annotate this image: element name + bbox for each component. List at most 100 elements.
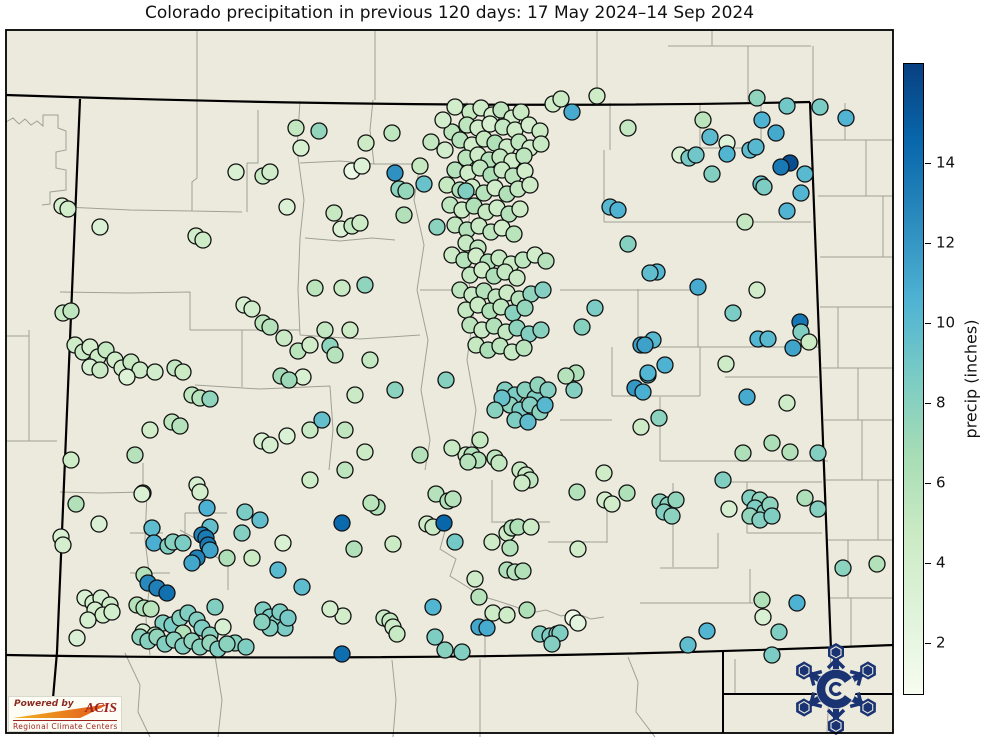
station-point — [459, 453, 477, 471]
station-point — [62, 302, 80, 320]
station-point — [388, 625, 406, 643]
colorbar-tick-label: 8 — [936, 393, 946, 412]
colorbar-axis-label: precip (inches) — [961, 319, 981, 439]
station-point — [588, 87, 606, 105]
station-point — [511, 200, 529, 218]
station-point — [386, 164, 404, 182]
station-point — [444, 490, 462, 508]
station-point — [301, 471, 319, 489]
station-point — [411, 157, 429, 175]
station-point — [67, 495, 85, 513]
colorbar-tick-mark — [925, 403, 931, 404]
station-point — [516, 299, 534, 317]
station-point — [505, 225, 523, 243]
station-point — [301, 421, 319, 439]
station-point — [446, 533, 464, 551]
station-point — [515, 147, 533, 165]
station-point — [198, 499, 216, 517]
station-point — [543, 635, 561, 653]
station-point — [446, 98, 464, 116]
station-point — [747, 138, 765, 156]
station-point — [539, 381, 557, 399]
station-point — [656, 356, 674, 374]
colorbar-tick-mark — [925, 483, 931, 484]
station-point — [724, 304, 742, 322]
station-point — [333, 279, 351, 297]
station-point — [687, 146, 705, 164]
station-point — [609, 201, 627, 219]
station-point — [486, 401, 504, 419]
station-point — [428, 218, 446, 236]
station-point — [834, 559, 852, 577]
station-point — [767, 124, 785, 142]
station-point — [519, 413, 537, 431]
station-point — [426, 628, 444, 646]
station-point — [274, 534, 292, 552]
colorbar-tick-label: 12 — [936, 233, 956, 252]
station-point — [294, 368, 312, 386]
station-point — [763, 507, 781, 525]
border-41n — [5, 93, 811, 106]
station-point — [54, 536, 72, 554]
station-point — [146, 363, 164, 381]
station-point — [306, 279, 324, 297]
station-point — [689, 278, 707, 296]
station-point — [759, 330, 777, 348]
station-point — [275, 329, 293, 347]
acis-powered-by-text: Powered by — [14, 699, 74, 709]
station-point — [641, 264, 659, 282]
station-point — [569, 614, 587, 632]
station-point — [383, 124, 401, 142]
station-point — [436, 641, 454, 659]
station-point — [261, 436, 279, 454]
colorbar-gradient — [903, 63, 924, 695]
station-point — [490, 454, 508, 472]
station-point — [552, 90, 570, 108]
station-point — [362, 494, 380, 512]
station-point — [754, 608, 772, 626]
station-point — [243, 300, 261, 318]
station-point — [171, 417, 189, 435]
station-point — [595, 464, 613, 482]
station-point — [194, 231, 212, 249]
colorbar-tick-mark — [925, 243, 931, 244]
station-point — [514, 562, 532, 580]
station-point — [243, 549, 261, 567]
station-point — [568, 483, 586, 501]
station-point — [361, 351, 379, 369]
station-point — [650, 409, 668, 427]
station-point — [395, 206, 413, 224]
station-point — [778, 202, 796, 220]
station-point — [734, 444, 752, 462]
station-point — [90, 515, 108, 533]
station-point — [792, 184, 810, 202]
border-ok-panhandle — [722, 651, 893, 733]
station-point — [142, 600, 160, 618]
station-point — [422, 133, 440, 151]
station-point — [763, 434, 781, 452]
station-point — [796, 165, 814, 183]
station-point — [603, 495, 621, 513]
station-point — [345, 540, 363, 558]
station-point — [837, 109, 855, 127]
colorbar-tick-mark — [925, 643, 931, 644]
station-point — [206, 598, 224, 616]
station-point — [384, 535, 402, 553]
station-point — [269, 561, 287, 579]
station-point — [278, 198, 296, 216]
station-point — [753, 591, 771, 609]
station-point — [634, 383, 652, 401]
station-point — [778, 97, 796, 115]
station-point — [201, 541, 219, 559]
station-point — [293, 578, 311, 596]
station-point — [333, 645, 351, 663]
station-point — [718, 145, 736, 163]
station-point — [753, 111, 771, 129]
station-point — [133, 485, 151, 503]
station-point — [512, 103, 530, 121]
precip-station-points — [52, 87, 886, 664]
snowflake-c-outer — [816, 669, 852, 709]
station-point — [91, 218, 109, 236]
station-point — [353, 157, 371, 175]
station-point — [478, 619, 496, 637]
